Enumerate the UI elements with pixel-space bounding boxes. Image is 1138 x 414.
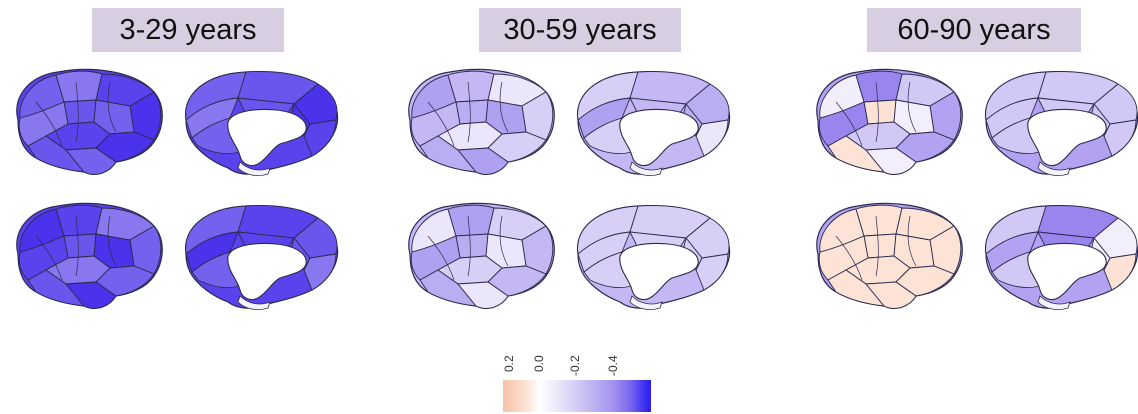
brain-region [65,147,117,175]
sulcus-line [427,101,455,147]
sulcus-line [835,101,863,147]
sulcus-line [835,235,863,281]
sulcus-line [35,235,63,281]
brain-region [629,295,663,310]
lateral-brain-view [806,62,972,184]
sulcus-line [499,81,509,133]
sulcus-line [107,215,117,267]
brain-region [237,295,271,310]
colorbar [503,380,651,412]
lateral-brain-view [398,196,564,318]
brain-region [855,70,903,103]
sulcus-line [467,215,471,277]
brain-region [303,119,337,157]
brain-region [63,233,97,259]
brain-region [455,99,489,125]
brain-region [865,147,917,175]
medial-wall [619,108,699,167]
brain-region [629,161,663,176]
medial-wall [227,108,307,167]
medial-wall [1027,108,1107,167]
brain-region [63,99,97,125]
medial-brain-view [976,198,1138,316]
title-3-29-text: 3-29 years [119,13,257,46]
lateral-brain-view [398,62,564,184]
sulcus-line [75,215,79,277]
medial-wall [619,242,699,301]
lateral-brain-view [6,62,172,184]
sulcus-line [499,215,509,267]
medial-brain-view [568,64,738,182]
brain-region [237,161,271,176]
brain-region [455,233,489,259]
brain-region [65,281,117,309]
medial-wall [1027,242,1107,301]
colorbar-tick: -0.2 [568,355,582,376]
medial-brain-view [568,198,738,316]
sulcus-line [107,81,117,133]
brain-region [55,204,103,237]
medial-brain-view [176,198,346,316]
sulcus-line [35,101,63,147]
title-60-90-text: 60-90 years [897,13,1051,46]
medial-brain-view [176,64,346,182]
sulcus-line [427,235,455,281]
medial-wall [227,242,307,301]
title-3-29: 3-29 years [92,8,284,52]
brain-region [457,281,509,309]
brain-region [1037,161,1071,176]
brain-region [855,204,903,237]
brain-region [55,70,103,103]
brain-region [447,204,495,237]
brain-region [447,70,495,103]
brain-region [863,99,897,125]
brain-region [1037,295,1071,310]
sulcus-line [875,81,879,143]
colorbar-tick: 0.2 [502,355,516,372]
title-30-59: 30-59 years [479,8,681,52]
brain-region [863,233,897,259]
title-30-59-text: 30-59 years [503,13,657,46]
sulcus-line [875,215,879,277]
brain-region [695,119,729,157]
title-60-90: 60-90 years [867,8,1081,52]
sulcus-line [467,81,471,143]
sulcus-line [75,81,79,143]
brain-region [695,253,729,291]
sulcus-line [907,215,917,267]
brain-region [457,147,509,175]
brain-region [303,253,337,291]
brain-region [865,281,917,309]
lateral-brain-view [6,196,172,318]
sulcus-line [907,81,917,133]
medial-brain-view [976,64,1138,182]
lateral-brain-view [806,196,972,318]
brain-region [1103,119,1137,157]
colorbar-tick: -0.4 [606,355,620,376]
brain-region [1103,253,1137,291]
colorbar-tick: 0.0 [532,355,546,372]
